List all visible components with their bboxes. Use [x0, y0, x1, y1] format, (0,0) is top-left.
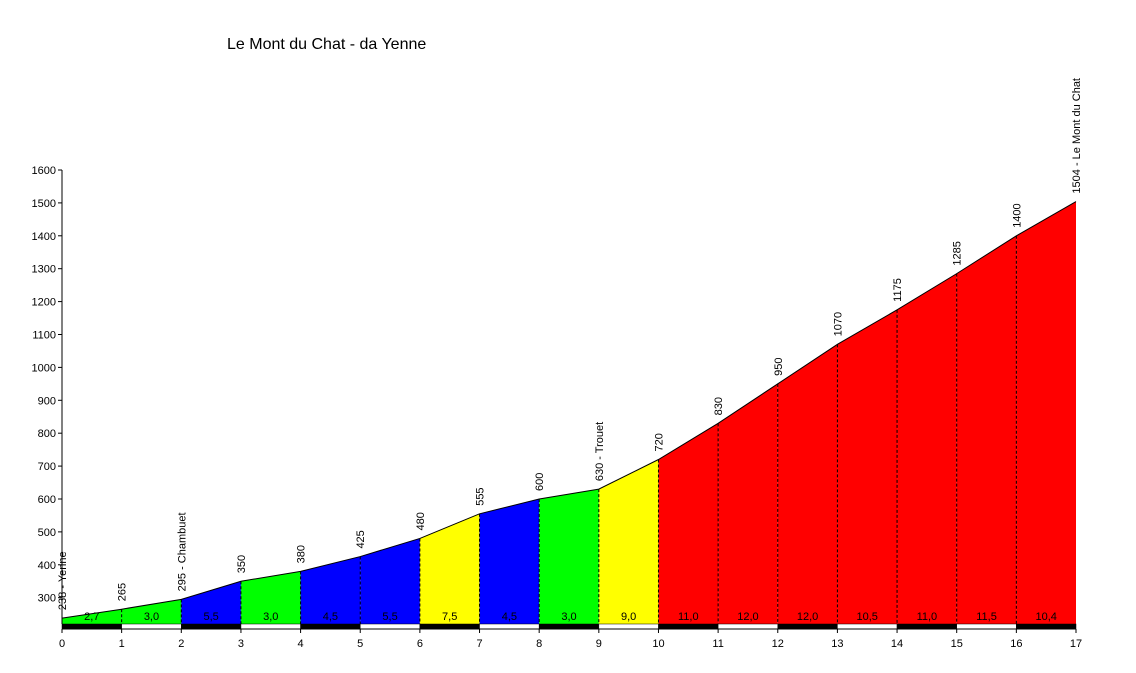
x-tick-label-13: 13	[831, 638, 843, 650]
altitude-label-16: 1400	[1011, 203, 1023, 227]
gradient-label-15: 11,5	[976, 611, 997, 623]
gradient-label-14: 11,0	[917, 611, 938, 623]
gradient-label-3: 3,0	[263, 611, 278, 623]
altitude-label-0: 238 - Yenne	[57, 551, 69, 610]
y-tick-label-11: 1400	[32, 231, 56, 243]
x-tick-label-16: 16	[1010, 638, 1022, 650]
y-tick-label-5: 800	[38, 428, 56, 440]
km-bar-0	[62, 624, 122, 629]
gradient-label-1: 3,0	[144, 611, 159, 623]
x-tick-label-15: 15	[951, 638, 963, 650]
km-bar-13	[837, 624, 897, 629]
km-bar-14	[897, 624, 957, 629]
x-tick-label-0: 0	[59, 638, 65, 650]
y-tick-label-13: 1600	[32, 165, 56, 177]
y-tick-label-10: 1300	[32, 264, 56, 276]
altitude-label-14: 1175	[892, 278, 904, 302]
km-bar-10	[658, 624, 718, 629]
segment-8	[539, 489, 599, 624]
segment-10	[658, 423, 718, 624]
gradient-label-16: 10,4	[1035, 611, 1056, 623]
segment-16	[1016, 202, 1076, 624]
km-bar-3	[241, 624, 301, 629]
x-tick-label-14: 14	[891, 638, 903, 650]
y-tick-label-6: 900	[38, 395, 56, 407]
x-tick-label-17: 17	[1070, 638, 1082, 650]
km-bar-2	[181, 624, 241, 629]
segment-14	[897, 274, 957, 624]
chart-title: Le Mont du Chat - da Yenne	[227, 36, 426, 53]
km-bar-5	[360, 624, 420, 629]
x-tick-label-12: 12	[772, 638, 784, 650]
segment-7	[480, 499, 540, 624]
altitude-label-8: 600	[534, 473, 546, 491]
x-tick-label-7: 7	[476, 638, 482, 650]
gradient-label-4: 4,5	[323, 611, 338, 623]
altitude-label-10: 720	[653, 433, 665, 451]
altitude-label-3: 350	[236, 555, 248, 573]
segment-15	[957, 236, 1017, 624]
km-bar-1	[122, 624, 182, 629]
segment-12	[778, 344, 838, 624]
y-tick-label-9: 1200	[32, 297, 56, 309]
segment-13	[837, 310, 897, 624]
altitude-label-4: 380	[296, 545, 308, 563]
x-tick-label-9: 9	[596, 638, 602, 650]
km-bar-8	[539, 624, 599, 629]
x-tick-label-4: 4	[298, 638, 304, 650]
y-tick-label-7: 1000	[32, 362, 56, 374]
km-bar-7	[480, 624, 540, 629]
segment-6	[420, 514, 480, 624]
x-tick-label-8: 8	[536, 638, 542, 650]
y-tick-label-12: 1500	[32, 198, 56, 210]
altitude-label-2: 295 - Chambuet	[176, 512, 188, 591]
km-bar-9	[599, 624, 659, 629]
gradient-segments	[62, 202, 1076, 624]
y-tick-label-0: 300	[38, 593, 56, 605]
km-bar-16	[1016, 624, 1076, 629]
gradient-label-5: 5,5	[382, 611, 397, 623]
gradient-label-6: 7,5	[442, 611, 457, 623]
altitude-label-13: 1070	[832, 312, 844, 336]
x-tick-label-3: 3	[238, 638, 244, 650]
y-tick-label-2: 500	[38, 527, 56, 539]
gradient-label-8: 3,0	[561, 611, 576, 623]
altitude-label-11: 830	[713, 397, 725, 415]
km-bar-12	[778, 624, 838, 629]
altitude-label-9: 630 - Trouet	[594, 422, 606, 481]
km-bar-11	[718, 624, 778, 629]
x-axis: 0 1 2 3 4 5 6 7 8 9 10 11 12 13 14 15 16 17	[59, 624, 1082, 650]
km-bar-4	[301, 624, 361, 629]
y-tick-label-8: 1100	[32, 329, 56, 341]
x-tick-label-5: 5	[357, 638, 363, 650]
y-tick-label-1: 400	[38, 560, 56, 572]
segment-11	[718, 384, 778, 624]
x-tick-label-1: 1	[119, 638, 125, 650]
altitude-label-15: 1285	[952, 241, 964, 265]
gradient-label-10: 11,0	[678, 611, 699, 623]
x-tick-label-10: 10	[652, 638, 664, 650]
altitude-label-5: 425	[355, 530, 367, 548]
km-bar-15	[957, 624, 1017, 629]
gradient-label-11: 12,0	[737, 611, 758, 623]
x-tick-label-11: 11	[712, 638, 723, 650]
y-tick-label-4: 700	[38, 461, 56, 473]
altitude-label-17: 1504 - Le Mont du Chat	[1071, 78, 1083, 194]
gradient-label-0: 2,7	[84, 611, 99, 623]
altitude-label-6: 480	[415, 512, 427, 530]
altitude-label-7: 555	[475, 487, 487, 505]
x-tick-label-2: 2	[178, 638, 184, 650]
gradient-label-13: 10,5	[857, 611, 878, 623]
gradient-label-2: 5,5	[203, 611, 218, 623]
gradient-label-7: 4,5	[502, 611, 517, 623]
x-tick-label-6: 6	[417, 638, 423, 650]
altitude-label-1: 265	[117, 583, 129, 601]
y-tick-label-3: 600	[38, 494, 56, 506]
km-bar-6	[420, 624, 480, 629]
gradient-label-12: 12,0	[797, 611, 818, 623]
altitude-label-12: 950	[773, 357, 785, 375]
gradient-label-9: 9,0	[621, 611, 636, 623]
